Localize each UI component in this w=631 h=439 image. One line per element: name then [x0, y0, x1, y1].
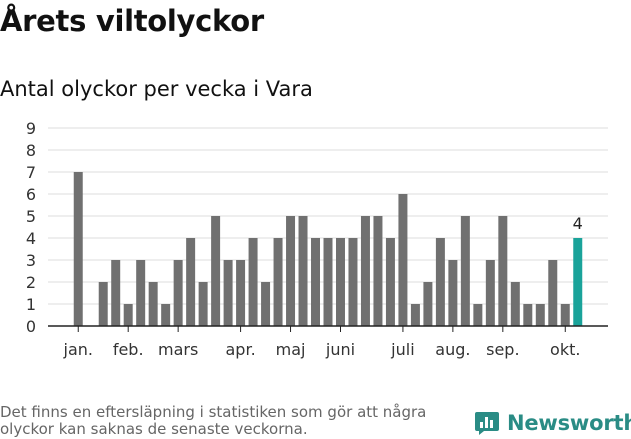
y-tick-label: 4	[26, 229, 36, 248]
bar	[535, 304, 545, 326]
x-axis-ticks: jan. feb. mars apr. maj juni juli aug. sep. okt.	[63, 326, 580, 359]
x-tick-label: aug.	[435, 340, 470, 359]
y-axis-ticks: 0 1 2 3 4 5 6 7 8 9	[26, 119, 36, 336]
y-tick-label: 3	[26, 251, 36, 270]
bar	[123, 304, 133, 326]
x-tick-label: jan.	[63, 340, 93, 359]
newsworthy-logo: Newsworthy	[474, 408, 631, 438]
x-tick-label: mars	[158, 340, 198, 359]
bar	[473, 304, 483, 326]
chart-subtitle: Antal olyckor per vecka i Vara	[0, 77, 313, 101]
x-tick-label: juli	[390, 340, 414, 359]
bar	[360, 216, 370, 326]
bar	[410, 304, 420, 326]
bar	[248, 238, 258, 326]
bar	[286, 216, 296, 326]
bar	[273, 238, 283, 326]
x-tick-label: maj	[276, 340, 306, 359]
bar	[111, 260, 121, 326]
bar	[148, 282, 158, 326]
bar	[73, 172, 83, 326]
bar	[223, 260, 233, 326]
x-tick-label: juni	[325, 340, 355, 359]
bar	[523, 304, 533, 326]
bar-chart: 0 1 2 3 4 5 6 7 8 9 4 jan. feb. mars apr. maj juni juli…	[26, 119, 608, 359]
bar	[548, 260, 558, 326]
bar-highlight	[573, 238, 583, 326]
bar	[211, 216, 221, 326]
brand-name: Newsworthy	[507, 411, 631, 435]
bar	[498, 216, 508, 326]
bar	[98, 282, 108, 326]
bar	[398, 194, 408, 326]
y-tick-label: 7	[26, 163, 36, 182]
bar	[161, 304, 171, 326]
y-tick-label: 8	[26, 141, 36, 160]
bar	[560, 304, 570, 326]
bar	[423, 282, 433, 326]
bar	[136, 260, 146, 326]
bar	[485, 260, 495, 326]
bar	[385, 238, 395, 326]
x-tick-label: sep.	[486, 340, 519, 359]
y-tick-label: 5	[26, 207, 36, 226]
y-tick-label: 0	[26, 317, 36, 336]
bar	[323, 238, 333, 326]
highlight-data-label: 4	[573, 214, 583, 233]
x-tick-label: okt.	[550, 340, 580, 359]
y-tick-label: 6	[26, 185, 36, 204]
y-tick-label: 2	[26, 273, 36, 292]
newsworthy-logo-icon	[475, 412, 499, 435]
bar	[186, 238, 196, 326]
bar	[236, 260, 246, 326]
footnote: Det finns en eftersläpning i statistiken…	[0, 403, 427, 438]
bar	[261, 282, 271, 326]
x-tick-label: feb.	[113, 340, 144, 359]
bar	[198, 282, 208, 326]
bar	[348, 238, 358, 326]
bar	[373, 216, 383, 326]
bar	[435, 238, 445, 326]
y-tick-label: 1	[26, 295, 36, 314]
bar	[173, 260, 183, 326]
y-tick-label: 9	[26, 119, 36, 138]
chart-title: Årets viltolyckor	[0, 4, 264, 38]
bar	[311, 238, 321, 326]
bar	[460, 216, 470, 326]
bar	[510, 282, 520, 326]
x-tick-label: apr.	[226, 340, 256, 359]
bars: 4	[73, 172, 583, 326]
bar	[335, 238, 345, 326]
bar	[448, 260, 458, 326]
bar	[298, 216, 308, 326]
